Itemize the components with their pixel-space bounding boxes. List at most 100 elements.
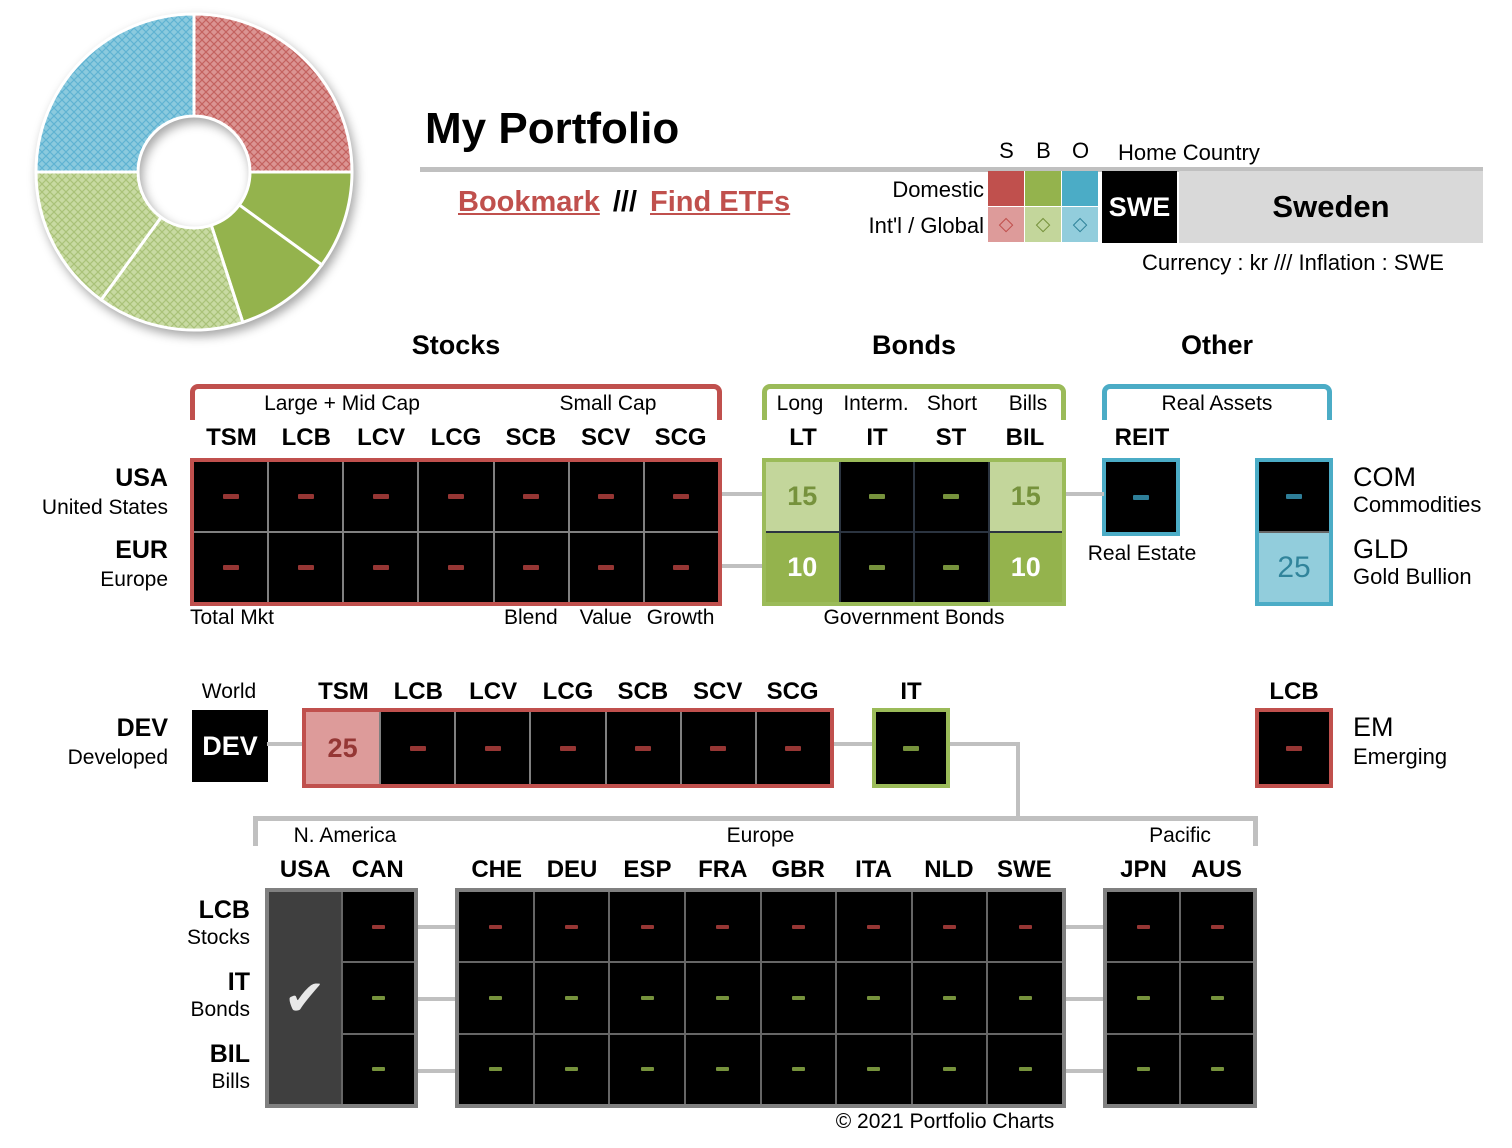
bookmark-link[interactable]: Bookmark xyxy=(458,186,600,218)
country-cell-FRA-LCB[interactable] xyxy=(685,892,760,962)
stocks-allocation-grid xyxy=(190,458,722,606)
bonds-cell-IT[interactable] xyxy=(840,462,913,531)
world-cell-SCG[interactable] xyxy=(756,712,830,784)
country-cell-CHE-LCB[interactable] xyxy=(459,892,533,962)
stocks-cell-EUR-LCG[interactable] xyxy=(419,533,493,602)
bonds-cell-ST[interactable] xyxy=(915,533,988,602)
country-cell-NLD-IT[interactable] xyxy=(912,963,987,1033)
find-etfs-link[interactable]: Find ETFs xyxy=(650,186,791,218)
world-cell-LCV[interactable] xyxy=(456,712,530,784)
empty-allocation-dash xyxy=(1286,745,1302,751)
em-allocation-cell[interactable] xyxy=(1255,708,1333,788)
stocks-section-title: Stocks xyxy=(411,330,501,360)
stocks-cell-EUR-SCV[interactable] xyxy=(569,533,643,602)
home-country-code-box[interactable]: SWE xyxy=(1102,171,1177,243)
reit-allocation-cell[interactable] xyxy=(1102,458,1180,536)
donut-segment-bond-intl-15 xyxy=(99,215,245,332)
stocks-cell-EUR-TSM[interactable] xyxy=(194,533,268,602)
allocation-value: 25 xyxy=(327,732,358,763)
stocks-cell-USA-LCB[interactable] xyxy=(269,462,343,531)
home-country-select[interactable]: Sweden xyxy=(1179,171,1483,243)
country-cell-ESP-BIL[interactable] xyxy=(610,1034,684,1104)
bonds-cell-LT[interactable]: 10 xyxy=(766,533,839,602)
country-cell-JPN-IT[interactable] xyxy=(1107,963,1179,1033)
country-cell-JPN-BIL[interactable] xyxy=(1107,1034,1179,1104)
country-cell-SWE-LCB[interactable] xyxy=(988,892,1062,962)
region-label-europe: Europe xyxy=(726,824,795,847)
country-cell-ESP-LCB[interactable] xyxy=(610,892,684,962)
stocks-cell-USA-TSM[interactable] xyxy=(194,462,268,531)
header-links: Bookmark /// Find ETFs xyxy=(458,186,790,219)
world-column-headers: TSM LCB LCV LCG SCB SCV SCG xyxy=(302,678,834,708)
country-cell-SWE-IT[interactable] xyxy=(988,963,1062,1033)
country-cell-DEU-LCB[interactable] xyxy=(534,892,609,962)
stocks-cell-USA-SCG[interactable] xyxy=(644,462,718,531)
world-cell-TSM[interactable]: 25 xyxy=(306,712,380,784)
country-cell-CHE-IT[interactable] xyxy=(459,963,533,1033)
empty-allocation-dash xyxy=(943,924,957,929)
world-cell-SCV[interactable] xyxy=(681,712,755,784)
country-cell-SWE-BIL[interactable] xyxy=(988,1034,1062,1104)
world-column-header: LCV xyxy=(469,678,518,705)
com-allocation-cell[interactable] xyxy=(1259,462,1329,531)
country-cell-JPN-LCB[interactable] xyxy=(1107,892,1179,962)
country-cell-GBR-IT[interactable] xyxy=(761,963,836,1033)
country-cell-GBR-BIL[interactable] xyxy=(761,1034,836,1104)
empty-allocation-dash xyxy=(943,1067,957,1072)
country-cell-ITA-LCB[interactable] xyxy=(837,892,911,962)
row-label-lcb: LCB xyxy=(198,896,250,924)
country-cell-CAN-BIL[interactable] xyxy=(342,1034,414,1104)
country-column-header: USA xyxy=(279,856,331,883)
world-cell-SCB[interactable] xyxy=(606,712,680,784)
country-cell-DEU-BIL[interactable] xyxy=(534,1034,609,1104)
country-cell-ESP-IT[interactable] xyxy=(610,963,684,1033)
world-cell-LCG[interactable] xyxy=(531,712,605,784)
country-cell-AUS-LCB[interactable] xyxy=(1181,892,1253,962)
swatch-stock-domestic xyxy=(988,171,1024,206)
stocks-cell-USA-LCV[interactable] xyxy=(344,462,418,531)
country-cell-CAN-IT[interactable] xyxy=(342,963,414,1033)
stocks-cell-EUR-LCV[interactable] xyxy=(344,533,418,602)
country-cell-GBR-LCB[interactable] xyxy=(761,892,836,962)
country-cell-AUS-IT[interactable] xyxy=(1181,963,1253,1033)
bonds-cell-IT[interactable] xyxy=(840,533,913,602)
empty-allocation-dash xyxy=(673,494,690,499)
country-cell-AUS-BIL[interactable] xyxy=(1181,1034,1253,1104)
stocks-cell-EUR-SCB[interactable] xyxy=(494,533,568,602)
bonds-cell-ST[interactable] xyxy=(915,462,988,531)
country-cell-DEU-IT[interactable] xyxy=(534,963,609,1033)
stocks-cell-USA-SCV[interactable] xyxy=(569,462,643,531)
country-cell-CAN-LCB[interactable] xyxy=(342,892,414,962)
country-cell-NLD-BIL[interactable] xyxy=(912,1034,987,1104)
country-column-header: AUS xyxy=(1191,856,1242,883)
bonds-cell-LT[interactable]: 15 xyxy=(766,462,839,531)
stocks-cell-EUR-LCB[interactable] xyxy=(269,533,343,602)
country-cell-NLD-LCB[interactable] xyxy=(912,892,987,962)
gld-allocation-cell[interactable]: 25 xyxy=(1259,533,1329,602)
stocks-cell-USA-LCG[interactable] xyxy=(419,462,493,531)
country-column-header: SWE xyxy=(996,856,1052,883)
country-cell-ITA-BIL[interactable] xyxy=(837,1034,911,1104)
bonds-cell-BIL[interactable]: 15 xyxy=(989,462,1062,531)
world-column-header: SCG xyxy=(766,678,819,705)
empty-allocation-dash xyxy=(868,494,885,499)
empty-allocation-dash xyxy=(523,565,540,570)
row-label-it: IT xyxy=(227,968,250,996)
stocks-cell-USA-SCB[interactable] xyxy=(494,462,568,531)
country-cell-CHE-BIL[interactable] xyxy=(459,1034,533,1104)
empty-allocation-dash xyxy=(564,995,578,1000)
allocation-value: 15 xyxy=(1010,481,1041,511)
stocks-cell-EUR-SCG[interactable] xyxy=(644,533,718,602)
gold-bullion-label: Gold Bullion xyxy=(1353,564,1472,589)
row-label-stocks: Stocks xyxy=(186,926,250,949)
empty-allocation-dash xyxy=(1018,924,1032,929)
bonds-cell-BIL[interactable]: 10 xyxy=(989,533,1062,602)
it-allocation-cell[interactable] xyxy=(872,708,950,788)
connector-line xyxy=(418,925,455,929)
country-cell-FRA-IT[interactable] xyxy=(685,963,760,1033)
country-cell-FRA-BIL[interactable] xyxy=(685,1034,760,1104)
empty-allocation-dash xyxy=(640,924,654,929)
empty-allocation-dash xyxy=(559,745,576,751)
country-cell-ITA-IT[interactable] xyxy=(837,963,911,1033)
world-cell-LCB[interactable] xyxy=(381,712,455,784)
